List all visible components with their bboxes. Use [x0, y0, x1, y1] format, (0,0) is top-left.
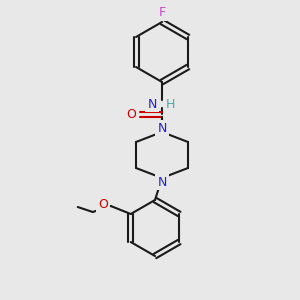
Text: N: N	[157, 122, 167, 134]
Text: N: N	[157, 176, 167, 188]
Text: H: H	[165, 98, 175, 110]
Text: O: O	[126, 107, 136, 121]
Text: O: O	[98, 197, 108, 211]
Text: F: F	[158, 7, 166, 20]
Text: N: N	[147, 98, 157, 110]
